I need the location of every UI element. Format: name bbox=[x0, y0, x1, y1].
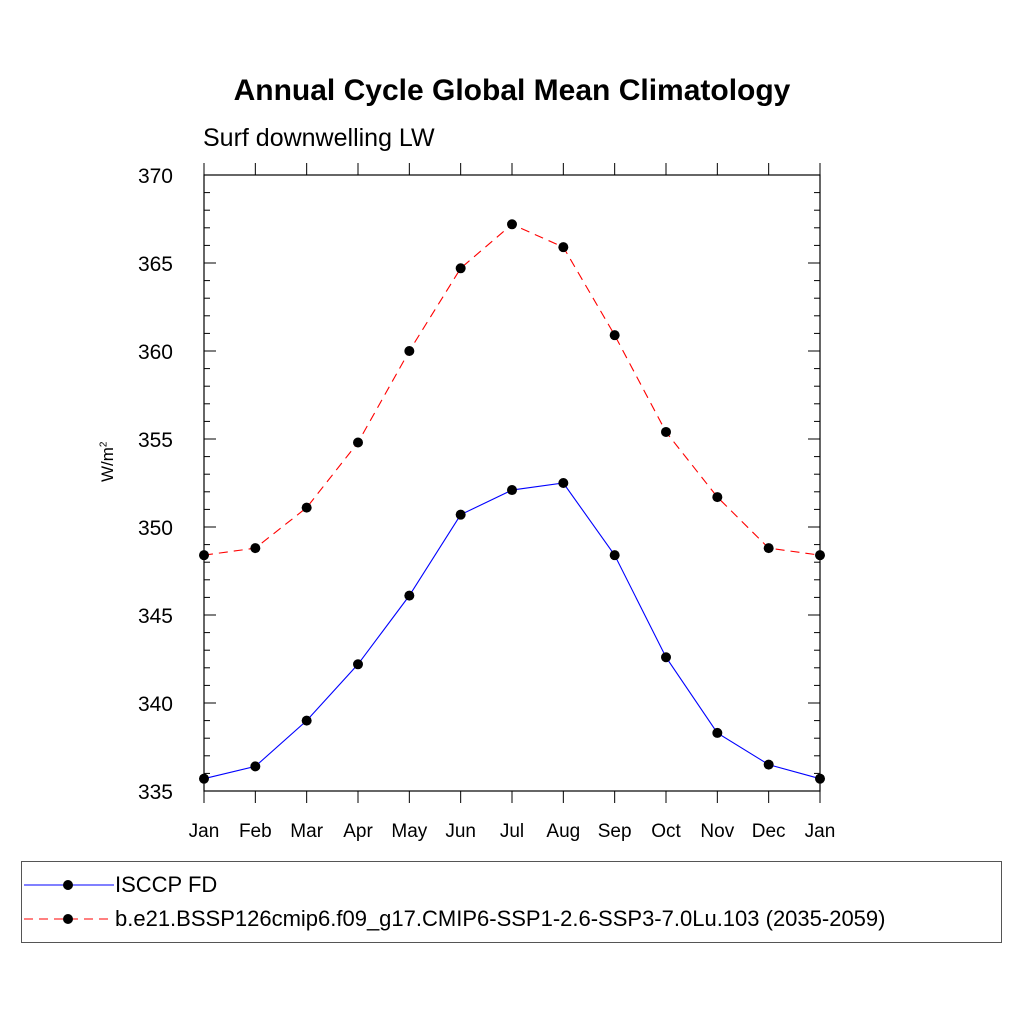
data-point-series-1 bbox=[455, 509, 466, 520]
data-point-series-2 bbox=[250, 543, 261, 554]
data-point-series-2 bbox=[712, 492, 723, 503]
data-point-series-1 bbox=[558, 478, 569, 488]
legend-label-series-2: b.e21.BSSP126cmip6.f09_g17.CMIP6-SSP1-2.… bbox=[115, 906, 886, 931]
x-tick-label: Feb bbox=[239, 821, 272, 842]
plot-frame bbox=[203, 174, 821, 792]
y-tick-label: 335 bbox=[138, 781, 173, 804]
x-tick-label: Jun bbox=[445, 821, 476, 842]
x-tick-label: Jan bbox=[805, 821, 836, 842]
x-tick-label: Sep bbox=[598, 821, 632, 842]
data-point-series-1 bbox=[609, 550, 620, 561]
legend-item-series-2: b.e21.BSSP126cmip6.f09_g17.CMIP6-SSP1-2.… bbox=[22, 904, 1001, 934]
legend-marker-series-1 bbox=[63, 880, 73, 890]
legend-label-series-1: ISCCP FD bbox=[115, 872, 218, 897]
series-line-2 bbox=[203, 223, 821, 556]
series-line-1 bbox=[203, 482, 821, 780]
legend: ISCCP FD b.e21.BSSP126cmip6.f09_g17.CMIP… bbox=[21, 861, 1002, 943]
data-point-series-1 bbox=[763, 759, 774, 770]
chart-subtitle: Surf downwelling LW bbox=[203, 124, 435, 152]
y-tick-label: 360 bbox=[138, 341, 173, 364]
x-tick-label: Oct bbox=[651, 821, 681, 842]
data-point-series-2 bbox=[507, 219, 517, 230]
legend-swatch-series-2 bbox=[24, 914, 114, 924]
x-tick-label: Mar bbox=[290, 821, 323, 842]
data-point-series-2 bbox=[558, 242, 569, 253]
data-point-series-1 bbox=[712, 727, 723, 738]
x-tick-label: Apr bbox=[343, 821, 373, 842]
y-tick-label: 370 bbox=[138, 165, 173, 188]
x-tick-label: Aug bbox=[546, 821, 580, 842]
x-tick-label: Nov bbox=[700, 821, 734, 842]
data-point-series-2 bbox=[763, 543, 774, 554]
data-point-series-1 bbox=[353, 659, 363, 670]
data-point-series-2 bbox=[404, 346, 415, 356]
data-point-series-1 bbox=[815, 773, 825, 784]
y-tick-label: 355 bbox=[138, 429, 173, 452]
data-point-series-1 bbox=[507, 485, 517, 496]
x-tick-label: Jul bbox=[500, 821, 524, 842]
data-point-series-2 bbox=[301, 502, 312, 513]
data-point-series-1 bbox=[199, 773, 209, 784]
x-tick-label: Jan bbox=[189, 821, 220, 842]
data-point-series-2 bbox=[455, 263, 466, 274]
data-point-series-1 bbox=[301, 715, 312, 726]
data-point-series-2 bbox=[815, 550, 825, 561]
legend-marker-series-2 bbox=[63, 914, 73, 924]
data-point-series-1 bbox=[404, 590, 415, 601]
y-tick-label: 340 bbox=[138, 693, 173, 716]
data-point-series-2 bbox=[661, 426, 671, 437]
y-tick-label: 345 bbox=[138, 605, 173, 628]
data-point-series-2 bbox=[609, 330, 620, 341]
y-tick-label: 350 bbox=[138, 517, 173, 540]
data-point-series-1 bbox=[250, 761, 261, 772]
data-point-series-2 bbox=[199, 550, 209, 561]
y-tick-label: 365 bbox=[138, 253, 173, 276]
x-tick-label: May bbox=[391, 821, 427, 842]
data-point-series-1 bbox=[661, 652, 671, 663]
x-tick-label: Dec bbox=[752, 821, 786, 842]
legend-swatch-series-1 bbox=[24, 880, 114, 890]
data-point-series-2 bbox=[353, 437, 363, 448]
legend-item-series-1: ISCCP FD bbox=[22, 870, 1001, 900]
chart-title: Annual Cycle Global Mean Climatology bbox=[233, 74, 791, 107]
